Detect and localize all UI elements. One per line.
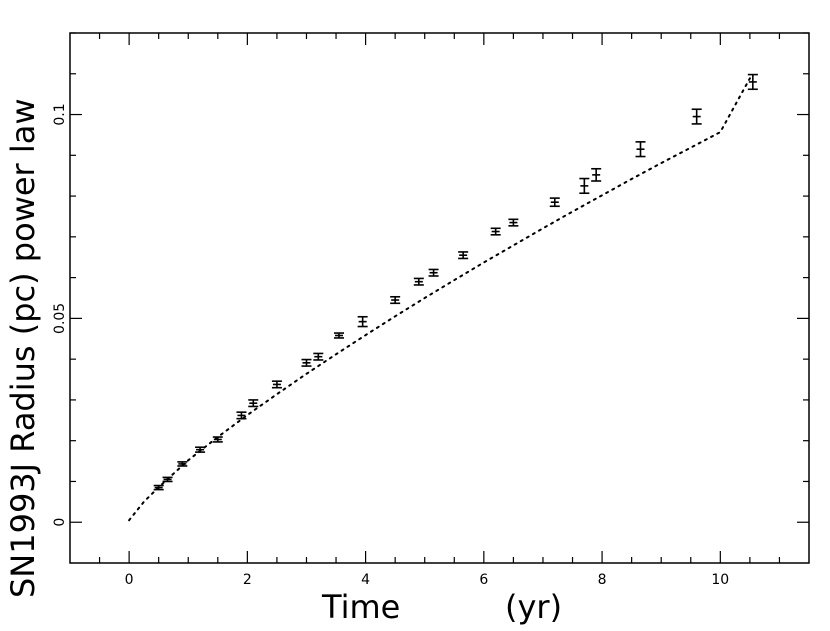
error-bar-point xyxy=(508,218,519,227)
x-tick-label: 6 xyxy=(479,572,488,588)
error-bar-point xyxy=(357,315,368,328)
error-bar-point xyxy=(691,108,702,125)
error-bar-point xyxy=(579,177,590,195)
error-bar-point xyxy=(236,411,247,420)
error-bar-point xyxy=(635,141,646,158)
plot-frame xyxy=(69,32,810,564)
fit-curve xyxy=(128,77,751,522)
power-law-fit-line xyxy=(128,77,751,522)
x-axis-title: Time xyxy=(321,588,400,626)
y-axis-title: SN1993J Radius (pc) power law xyxy=(4,98,42,598)
error-bar-point xyxy=(549,197,560,208)
error-bar-point xyxy=(591,167,602,182)
error-bar-point xyxy=(162,476,173,483)
x-axis-unit: (yr) xyxy=(505,588,562,626)
error-bar-point xyxy=(333,332,344,339)
measurement-points xyxy=(153,73,758,491)
x-tick-label: 4 xyxy=(361,572,370,588)
error-bar-point xyxy=(458,251,469,260)
error-bar-point xyxy=(271,380,282,389)
error-bar-point xyxy=(313,352,324,361)
tick-labels: 0 2 4 6 8 10 0 0.05 0.1 xyxy=(52,103,729,588)
x-tick-label: 0 xyxy=(125,572,134,588)
error-bar-point xyxy=(301,358,312,367)
x-tick-label: 2 xyxy=(243,572,252,588)
error-bar-point xyxy=(153,484,164,491)
error-bar-point xyxy=(490,227,501,236)
error-bar-point xyxy=(428,268,439,277)
y-tick-label: 0.05 xyxy=(52,303,68,334)
error-bar-point xyxy=(195,446,206,453)
y-tick-label: 0.1 xyxy=(52,103,68,125)
axis-ticks xyxy=(70,32,809,563)
error-bar-point xyxy=(212,436,223,443)
x-tick-label: 10 xyxy=(711,572,729,588)
x-tick-label: 8 xyxy=(598,572,607,588)
y-tick-label: 0 xyxy=(52,518,68,527)
error-bar-point xyxy=(390,295,401,305)
error-bar-point xyxy=(177,461,188,467)
error-bar-point xyxy=(413,277,424,286)
error-bar-point xyxy=(747,73,758,91)
error-bar-point xyxy=(248,399,259,408)
